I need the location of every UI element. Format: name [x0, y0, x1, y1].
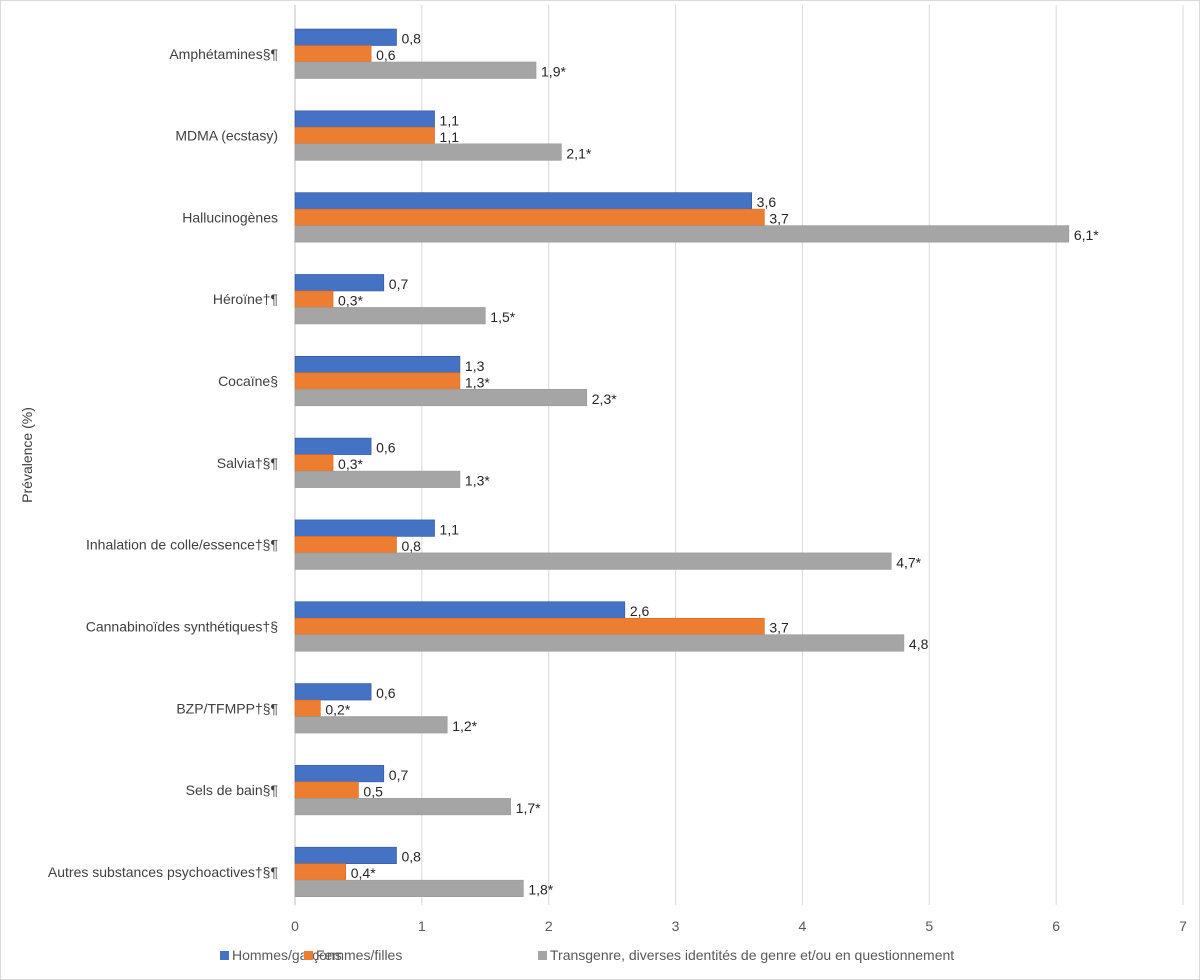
bar-hommes [294, 355, 461, 374]
x-tick-label: 3 [672, 918, 680, 934]
legend-label: Transgenre, diverses identités de genre … [550, 947, 954, 963]
data-label: 1,1 [440, 521, 460, 537]
x-tick-label: 6 [1052, 918, 1060, 934]
bar-femmes [294, 536, 397, 554]
bar-hommes [294, 110, 435, 128]
category-label: Héroïne†¶ [213, 291, 278, 307]
bar-femmes [294, 699, 321, 717]
y-axis-label: Prévalence (%) [19, 407, 35, 503]
bar-hommes [294, 274, 385, 292]
bar-hommes [294, 683, 372, 701]
data-label: 1,5* [490, 309, 515, 325]
bar-hommes [294, 192, 752, 210]
data-label: 0,5 [363, 783, 383, 799]
data-label: 3,7 [769, 620, 789, 636]
data-label: 0,8 [401, 31, 421, 47]
bar-femmes [294, 617, 765, 636]
bar-transgenre [294, 879, 524, 897]
x-tick-label: 5 [925, 918, 933, 934]
data-label: 0,6 [376, 685, 396, 701]
category-label: Cocaïne§ [218, 373, 278, 389]
data-label: 6,1* [1074, 227, 1099, 243]
bar-transgenre [294, 798, 511, 816]
bar-hommes [294, 28, 397, 46]
data-label: 0,6 [376, 440, 396, 456]
bar-femmes [294, 781, 359, 799]
bar-transgenre [294, 61, 537, 79]
legend-label: Femmes/filles [316, 947, 402, 963]
category-label: Sels de bain§¶ [186, 782, 278, 798]
bar-femmes [294, 290, 334, 308]
data-label: 1,8* [528, 882, 553, 898]
bar-transgenre [294, 143, 562, 161]
category-label: Amphétamines§¶ [169, 46, 278, 62]
legend-label: Hommes/garçons [232, 947, 342, 963]
data-label: 3,6 [757, 194, 777, 210]
data-label: 0,6 [376, 47, 396, 63]
data-label: 1,3* [465, 473, 490, 489]
data-label: 0,7 [389, 276, 409, 292]
data-label: 0,8 [401, 849, 421, 865]
data-label: 0,7 [389, 767, 409, 783]
data-label: 0,3* [338, 292, 363, 308]
category-label: Salvia†§¶ [217, 455, 278, 471]
bar-femmes [294, 127, 435, 145]
bar-transgenre [294, 470, 461, 488]
data-label: 0,4* [351, 865, 376, 881]
category-label: Inhalation de colle/essence†§¶ [86, 537, 278, 553]
category-label: Cannabinoïdes synthétiques†§ [86, 618, 278, 634]
data-label: 2,1* [566, 145, 591, 161]
x-tick-label: 0 [291, 918, 299, 934]
data-label: 1,9* [541, 64, 566, 80]
bar-femmes [294, 863, 347, 881]
data-label: 1,2* [452, 718, 477, 734]
bar-transgenre [294, 634, 905, 652]
data-label: 1,3 [465, 358, 485, 374]
category-label: Autres substances psychoactives†§¶ [48, 864, 278, 880]
bar-transgenre [294, 225, 1070, 243]
bar-hommes [294, 765, 385, 783]
bar-hommes [294, 601, 626, 619]
bar-transgenre [294, 716, 448, 734]
x-tick-label: 1 [418, 918, 426, 934]
data-label: 1,3* [465, 374, 490, 390]
legend-swatch-hommes [220, 951, 229, 960]
x-tick-label: 7 [1179, 918, 1187, 934]
data-label: 0,3* [338, 456, 363, 472]
data-label: 2,3* [592, 391, 617, 407]
bar-transgenre [294, 552, 892, 570]
x-tick-label: 4 [799, 918, 807, 934]
data-label: 1,7* [516, 800, 541, 816]
x-tick-label: 2 [545, 918, 553, 934]
bar-femmes [294, 45, 372, 63]
data-label: 1,1 [440, 129, 460, 145]
data-label: 0,8 [401, 538, 421, 554]
bar-hommes [294, 437, 372, 455]
data-label: 4,7* [896, 554, 921, 570]
data-label: 3,7 [769, 211, 789, 227]
data-label: 0,2* [325, 702, 350, 718]
bar-femmes [294, 372, 461, 390]
data-label: 2,6 [630, 603, 650, 619]
bar-femmes [294, 208, 765, 226]
data-label: 4,8 [909, 636, 929, 652]
category-label: BZP/TFMPP†§¶ [176, 700, 278, 716]
category-label: MDMA (ecstasy) [175, 128, 278, 144]
category-label: Hallucinogènes [182, 209, 278, 225]
bar-femmes [294, 454, 334, 472]
bar-transgenre [294, 307, 486, 325]
bar-hommes [294, 519, 435, 537]
bar-transgenre [294, 388, 588, 407]
legend-swatch-transgenre [538, 951, 547, 960]
legend-swatch-femmes [304, 951, 313, 960]
bar-hommes [294, 846, 397, 864]
data-label: 1,1 [440, 112, 460, 128]
